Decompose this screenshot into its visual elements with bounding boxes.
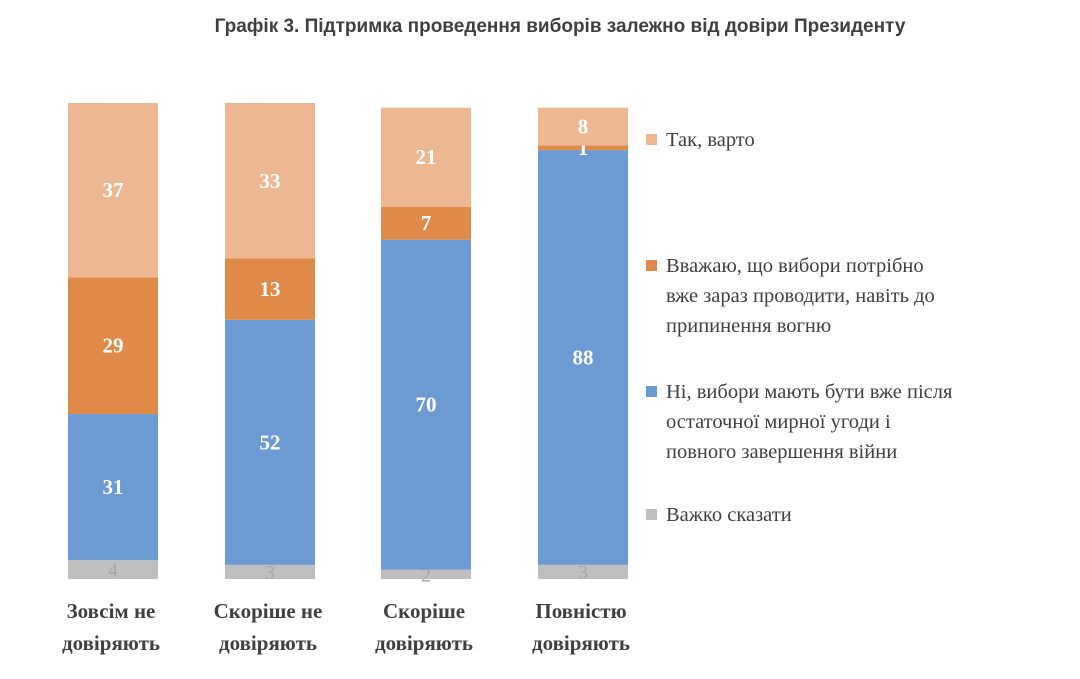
data-label: 33 <box>260 169 281 193</box>
bar-segment <box>538 107 628 146</box>
data-label: 8 <box>578 115 589 139</box>
bar-segment <box>225 564 315 579</box>
legend-label: Вважаю, що вибори потрібно <box>666 255 924 277</box>
bar-segment <box>225 103 315 259</box>
legend-label: Так, варто <box>666 129 755 151</box>
data-label: 3 <box>578 562 588 584</box>
bar-segment <box>68 414 158 561</box>
legend-swatch <box>646 134 657 145</box>
data-label: 7 <box>421 211 432 235</box>
bar-segment <box>68 103 158 278</box>
data-label: 37 <box>103 178 124 202</box>
chart-title: Графік 3. Підтримка проведення виборів з… <box>214 16 906 37</box>
data-label: 4 <box>108 560 118 582</box>
category-label: Повністю <box>535 599 626 623</box>
bar-segment <box>538 564 628 579</box>
legend-label: Ні, вибори мають бути вже після <box>666 381 953 403</box>
data-label: 52 <box>260 430 281 454</box>
bar-segment <box>225 319 315 565</box>
bar-segment <box>381 206 471 240</box>
legend-label: вже зараз проводити, навіть до <box>666 285 935 307</box>
data-label: 13 <box>260 277 281 301</box>
data-label: 1 <box>578 136 589 160</box>
data-label: 88 <box>573 346 594 370</box>
category-label: довіряють <box>532 631 630 655</box>
category-label: довіряють <box>62 631 160 655</box>
category-label: довіряють <box>219 631 317 655</box>
legend-label: Важко сказати <box>666 504 792 526</box>
legend-swatch <box>646 260 657 271</box>
data-label: 70 <box>416 393 437 417</box>
data-label: 3 <box>265 562 275 584</box>
bar-segment <box>538 145 628 151</box>
bar-segment <box>538 150 628 565</box>
data-label: 21 <box>416 145 437 169</box>
category-label: Скоріше <box>383 599 465 623</box>
bar-segment <box>381 107 471 207</box>
bar-segment <box>68 277 158 415</box>
legend-swatch <box>646 509 657 520</box>
data-label: 29 <box>103 334 124 358</box>
legend-label: припинення вогню <box>666 315 831 337</box>
legend-swatch <box>646 386 657 397</box>
bar-segment <box>225 258 315 320</box>
bar-segment <box>381 239 471 570</box>
category-label: Зовсім не <box>67 599 156 623</box>
category-label: довіряють <box>375 631 473 655</box>
data-label: 31 <box>103 475 124 499</box>
legend-label: повного завершення війни <box>666 441 897 463</box>
bar-segment <box>381 569 471 579</box>
legend-label: остаточної мирної угоди і <box>666 411 891 433</box>
data-label: 2 <box>421 564 431 586</box>
bar-segment <box>68 560 158 579</box>
category-label: Скоріше не <box>214 599 323 623</box>
